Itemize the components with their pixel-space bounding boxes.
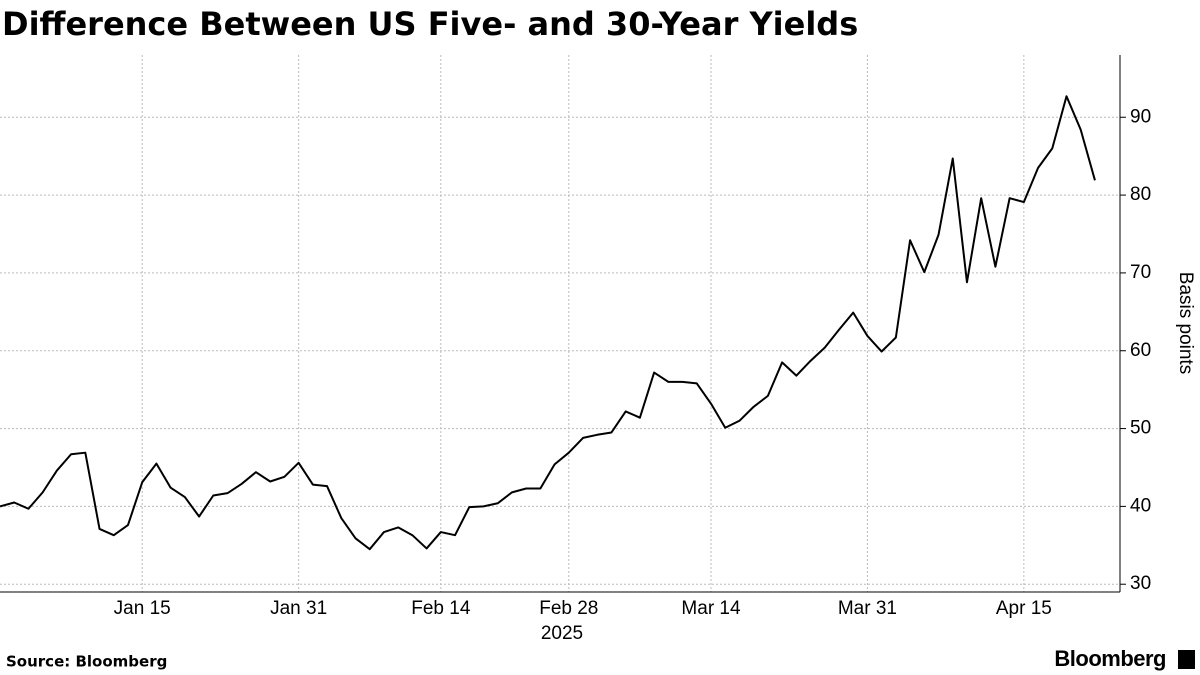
y-tick-label: 80 <box>1130 184 1151 205</box>
x-tick-label: Mar 14 <box>681 598 741 619</box>
x-tick-label: Feb 14 <box>411 598 471 619</box>
x-tick-label: Jan 15 <box>114 598 171 619</box>
x-axis-sublabel: 2025 <box>541 623 583 644</box>
y-tick-label: 50 <box>1130 418 1151 439</box>
y-tick-label: 30 <box>1130 573 1151 594</box>
x-tick-label: Mar 31 <box>838 598 897 619</box>
y-tick-label: 90 <box>1130 106 1151 127</box>
y-tick-label: 60 <box>1130 340 1151 361</box>
y-axis-label: Basis points <box>1175 272 1196 374</box>
source: Source: Bloomberg <box>6 653 167 671</box>
chart-title: Difference Between US Five- and 30-Year … <box>2 5 858 43</box>
y-tick-label: 70 <box>1130 262 1151 283</box>
line <box>0 95 1096 551</box>
brand: Bloomberg <box>1054 646 1166 671</box>
x-tick-label: Jan 31 <box>270 598 327 619</box>
brand-icon <box>1178 650 1195 669</box>
x-tick-label: Apr 15 <box>996 598 1052 619</box>
y-tick-label: 40 <box>1130 495 1151 516</box>
x-tick-label: Feb 28 <box>539 598 598 619</box>
